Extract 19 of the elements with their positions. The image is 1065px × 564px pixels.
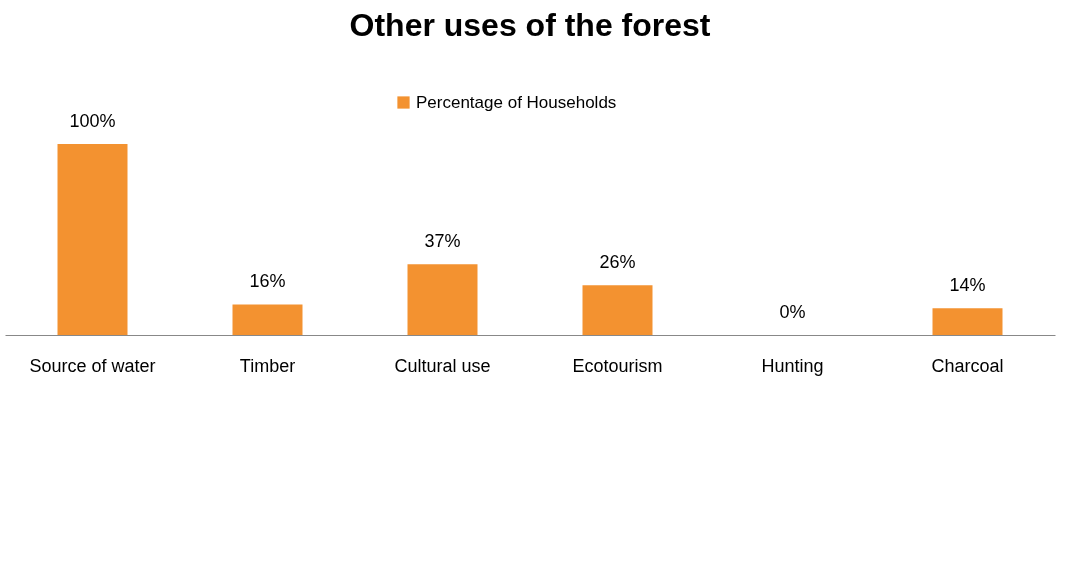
bar: [232, 304, 303, 335]
x-tick-label: Charcoal: [931, 355, 1004, 376]
x-tick-label: Source of water: [29, 355, 156, 376]
data-label: 0%: [779, 302, 806, 322]
data-label: 16%: [249, 271, 286, 292]
bar: [407, 264, 478, 335]
x-tick-label: Hunting: [761, 355, 824, 376]
bar: [582, 285, 653, 335]
data-label: 26%: [599, 252, 636, 273]
x-tick-label: Ecotourism: [572, 355, 663, 376]
data-label: 14%: [949, 275, 986, 296]
data-label: 37%: [424, 231, 461, 252]
data-label: 100%: [69, 111, 116, 131]
chart-title: Other uses of the forest: [349, 7, 711, 43]
bar: [932, 308, 1003, 335]
x-tick-label: Timber: [239, 355, 296, 376]
bar: [57, 144, 128, 335]
x-tick-label: Cultural use: [394, 355, 491, 376]
legend-label: Percentage of Households: [416, 92, 617, 112]
